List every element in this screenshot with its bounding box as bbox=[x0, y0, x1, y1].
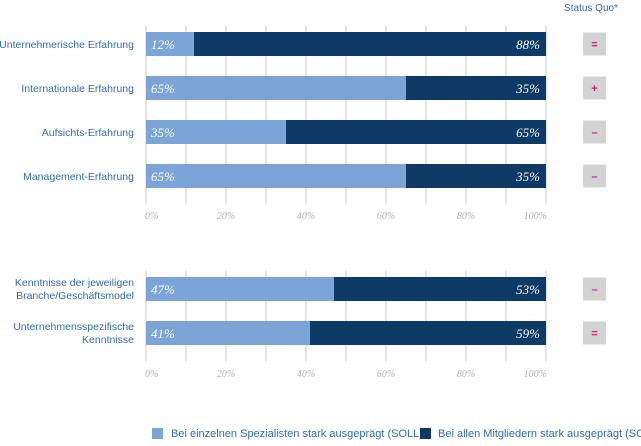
status-quo-header: Status Quo* bbox=[564, 3, 618, 14]
x-tick-label: 100% bbox=[524, 369, 547, 380]
status-quo-symbol: – bbox=[591, 284, 597, 296]
data-label-specialists: 35% bbox=[150, 125, 175, 140]
status-quo-symbol: = bbox=[591, 328, 597, 340]
x-tick-label: 0% bbox=[145, 211, 158, 222]
bar-segment-all-members bbox=[286, 120, 546, 144]
bar-segment-specialists bbox=[146, 32, 194, 56]
status-quo-symbol: + bbox=[591, 83, 597, 95]
legend-swatch-specialists bbox=[152, 428, 163, 439]
bar-segment-all-members bbox=[194, 32, 546, 56]
data-label-all-members: 88% bbox=[516, 37, 540, 52]
category-label: Management-Erfahrung bbox=[23, 171, 134, 183]
bar-segment-specialists bbox=[146, 120, 286, 144]
status-quo-box bbox=[583, 32, 606, 56]
legend-swatch-all-members bbox=[420, 428, 431, 439]
category-label: Unternehmerische Erfahrung bbox=[0, 39, 134, 51]
status-quo-box bbox=[583, 321, 606, 345]
x-tick-label: 40% bbox=[297, 369, 315, 380]
bar-segment-specialists bbox=[146, 321, 310, 345]
category-label: Kenntnisse bbox=[82, 334, 134, 346]
category-label: Aufsichts-Erfahrung bbox=[42, 127, 134, 139]
status-quo-box bbox=[583, 164, 606, 188]
x-tick-label: 80% bbox=[457, 369, 475, 380]
bar-segment-specialists bbox=[146, 76, 406, 100]
data-label-specialists: 41% bbox=[151, 326, 175, 341]
status-quo-symbol: = bbox=[591, 39, 597, 51]
category-label: Internationale Erfahrung bbox=[21, 83, 134, 95]
data-label-all-members: 65% bbox=[516, 125, 540, 140]
x-tick-label: 20% bbox=[217, 369, 235, 380]
bar-segment-specialists bbox=[146, 277, 334, 301]
x-tick-label: 80% bbox=[457, 211, 475, 222]
data-label-specialists: 65% bbox=[151, 169, 175, 184]
category-label: Kenntnisse der jeweiligen bbox=[15, 277, 134, 289]
data-label-all-members: 35% bbox=[515, 169, 540, 184]
data-label-all-members: 59% bbox=[516, 326, 540, 341]
bar-segment-all-members bbox=[334, 277, 546, 301]
status-quo-box bbox=[583, 76, 606, 100]
status-quo-symbol: – bbox=[591, 171, 597, 183]
data-label-all-members: 35% bbox=[515, 81, 540, 96]
status-quo-symbol: – bbox=[591, 127, 597, 139]
x-tick-label: 60% bbox=[377, 211, 395, 222]
x-tick-label: 0% bbox=[145, 369, 158, 380]
bar-segment-all-members bbox=[310, 321, 546, 345]
data-label-all-members: 53% bbox=[516, 282, 540, 297]
status-quo-box bbox=[583, 277, 606, 301]
x-tick-label: 20% bbox=[217, 211, 235, 222]
data-label-specialists: 12% bbox=[151, 37, 175, 52]
legend-label-specialists: Bei einzelnen Spezialisten stark ausgepr… bbox=[171, 428, 423, 440]
bar-segment-specialists bbox=[146, 164, 406, 188]
data-label-specialists: 65% bbox=[151, 81, 175, 96]
category-label: Unternehmensspezifische bbox=[13, 321, 134, 333]
bar-segment-all-members bbox=[406, 76, 546, 100]
x-tick-label: 60% bbox=[377, 369, 395, 380]
status-quo-box bbox=[583, 120, 606, 144]
legend-label-all-members: Bei allen Mitgliedern stark ausgeprägt (… bbox=[438, 428, 641, 440]
x-tick-label: 100% bbox=[524, 211, 547, 222]
data-label-specialists: 47% bbox=[151, 282, 175, 297]
category-label: Branche/Geschäftsmodel bbox=[16, 290, 134, 302]
x-tick-label: 40% bbox=[297, 211, 315, 222]
bar-segment-all-members bbox=[406, 164, 546, 188]
